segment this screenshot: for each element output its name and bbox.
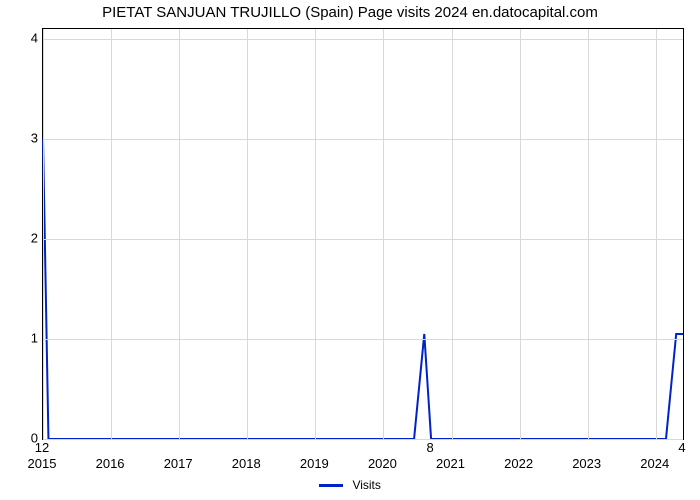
gridline-v (247, 29, 248, 439)
data-annotation: 4 (667, 440, 697, 455)
chart-title: PIETAT SANJUAN TRUJILLO (Spain) Page vis… (0, 4, 700, 21)
gridline-v (111, 29, 112, 439)
gridline-h (43, 439, 683, 440)
x-tick-label: 2022 (494, 456, 544, 471)
y-tick-label: 3 (8, 131, 38, 146)
chart-container: PIETAT SANJUAN TRUJILLO (Spain) Page vis… (0, 0, 700, 500)
y-tick-label: 2 (8, 231, 38, 246)
plot-area (42, 28, 684, 440)
gridline-v (452, 29, 453, 439)
x-tick-label: 2021 (426, 456, 476, 471)
x-tick-label: 2023 (562, 456, 612, 471)
x-tick-label: 2024 (630, 456, 680, 471)
x-tick-label: 2020 (357, 456, 407, 471)
data-annotation: 8 (415, 440, 445, 455)
x-tick-label: 2017 (153, 456, 203, 471)
gridline-v (383, 29, 384, 439)
gridline-v (520, 29, 521, 439)
x-tick-label: 2016 (85, 456, 135, 471)
legend-label: Visits (352, 478, 380, 492)
gridline-v (315, 29, 316, 439)
gridline-v (656, 29, 657, 439)
legend: Visits (0, 478, 700, 492)
data-annotation: 12 (27, 440, 57, 455)
gridline-v (43, 29, 44, 439)
gridline-v (179, 29, 180, 439)
x-tick-label: 2015 (17, 456, 67, 471)
legend-swatch (319, 484, 343, 487)
x-tick-label: 2018 (221, 456, 271, 471)
x-tick-label: 2019 (289, 456, 339, 471)
gridline-v (588, 29, 589, 439)
y-tick-label: 1 (8, 331, 38, 346)
y-tick-label: 4 (8, 31, 38, 46)
